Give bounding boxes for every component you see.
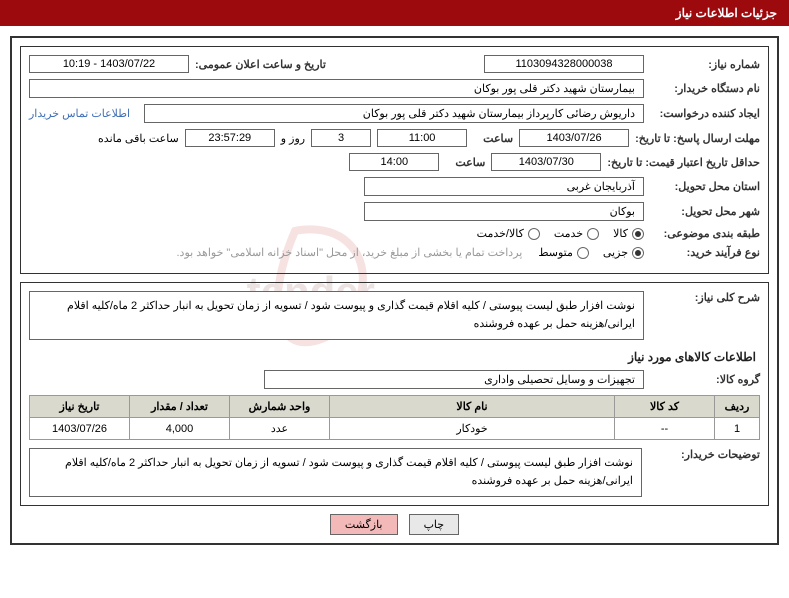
countdown: 23:57:29 xyxy=(185,129,275,147)
requester-label: ایجاد کننده درخواست: xyxy=(650,107,760,120)
category-radios: کالا خدمت کالا/خدمت xyxy=(477,227,644,240)
cell-code: -- xyxy=(615,418,715,440)
city-label: شهر محل تحویل: xyxy=(650,205,760,218)
validity-time: 14:00 xyxy=(349,153,439,171)
col-qty: تعداد / مقدار xyxy=(130,396,230,418)
remain-label: ساعت باقی مانده xyxy=(98,132,179,145)
page-header: جزئیات اطلاعات نیاز xyxy=(0,0,789,26)
need-number-label: شماره نیاز: xyxy=(650,58,760,71)
buyer-notes-text: نوشت افزار طبق لیست پیوستی / کلیه اقلام … xyxy=(29,448,642,497)
group-value: تجهیزات و وسایل تحصیلی واداری xyxy=(264,370,644,389)
validity-label: حداقل تاریخ اعتبار قیمت: تا تاریخ: xyxy=(607,156,760,169)
radio-service[interactable]: خدمت xyxy=(554,227,599,240)
announce-label: تاریخ و ساعت اعلان عمومی: xyxy=(195,58,326,71)
col-code: کد کالا xyxy=(615,396,715,418)
radio-medium[interactable]: متوسط xyxy=(538,246,589,259)
col-name: نام کالا xyxy=(330,396,615,418)
col-row: ردیف xyxy=(715,396,760,418)
radio-goods[interactable]: کالا xyxy=(613,227,644,240)
deadline-label: مهلت ارسال پاسخ: تا تاریخ: xyxy=(635,132,760,145)
summary-label: شرح کلی نیاز: xyxy=(650,291,760,304)
info-section: شماره نیاز: 1103094328000038 تاریخ و ساع… xyxy=(20,46,769,274)
group-label: گروه کالا: xyxy=(650,373,760,386)
announce-value: 1403/07/22 - 10:19 xyxy=(29,55,189,73)
day-word: روز و xyxy=(281,132,305,145)
buyer-notes-label: توضیحات خریدار: xyxy=(650,448,760,461)
goods-table: ردیف کد کالا نام کالا واحد شمارش تعداد /… xyxy=(29,395,760,440)
requester-value: داریوش رضائی کارپرداز بیمارستان شهید دکت… xyxy=(144,104,644,123)
button-bar: چاپ بازگشت xyxy=(20,514,769,535)
cell-row: 1 xyxy=(715,418,760,440)
back-button[interactable]: بازگشت xyxy=(330,514,398,535)
deadline-time: 11:00 xyxy=(377,129,467,147)
page-title: جزئیات اطلاعات نیاز xyxy=(676,6,777,20)
col-date: تاریخ نیاز xyxy=(30,396,130,418)
city-value: بوکان xyxy=(364,202,644,221)
process-label: نوع فرآیند خرید: xyxy=(650,246,760,259)
category-label: طبقه بندی موضوعی: xyxy=(650,227,760,240)
print-button[interactable]: چاپ xyxy=(409,514,460,535)
need-number: 1103094328000038 xyxy=(484,55,644,73)
province-label: استان محل تحویل: xyxy=(650,180,760,193)
goods-section-title: اطلاعات کالاهای مورد نیاز xyxy=(33,350,756,364)
summary-section: شرح کلی نیاز: نوشت افزار طبق لیست پیوستی… xyxy=(20,282,769,506)
time-label-2: ساعت xyxy=(445,156,485,169)
province-value: آذربایجان غربی xyxy=(364,177,644,196)
days-remaining: 3 xyxy=(311,129,371,147)
cell-unit: عدد xyxy=(230,418,330,440)
main-frame: tender شماره نیاز: 1103094328000038 تاری… xyxy=(10,36,779,545)
validity-date: 1403/07/30 xyxy=(491,153,601,171)
time-label-1: ساعت xyxy=(473,132,513,145)
cell-qty: 4,000 xyxy=(130,418,230,440)
cell-date: 1403/07/26 xyxy=(30,418,130,440)
radio-both[interactable]: کالا/خدمت xyxy=(477,227,540,240)
process-radios: جزیی متوسط xyxy=(538,246,644,259)
contact-link[interactable]: اطلاعات تماس خریدار xyxy=(29,107,130,120)
radio-partial[interactable]: جزیی xyxy=(603,246,644,259)
col-unit: واحد شمارش xyxy=(230,396,330,418)
summary-text: نوشت افزار طبق لیست پیوستی / کلیه اقلام … xyxy=(29,291,644,340)
buyer-value: بیمارستان شهید دکتر قلی پور بوکان xyxy=(29,79,644,98)
table-row: 1 -- خودکار عدد 4,000 1403/07/26 xyxy=(30,418,760,440)
deadline-date: 1403/07/26 xyxy=(519,129,629,147)
cell-name: خودکار xyxy=(330,418,615,440)
process-note: پرداخت تمام یا بخشی از مبلغ خرید، از محل… xyxy=(177,246,523,259)
buyer-label: نام دستگاه خریدار: xyxy=(650,82,760,95)
